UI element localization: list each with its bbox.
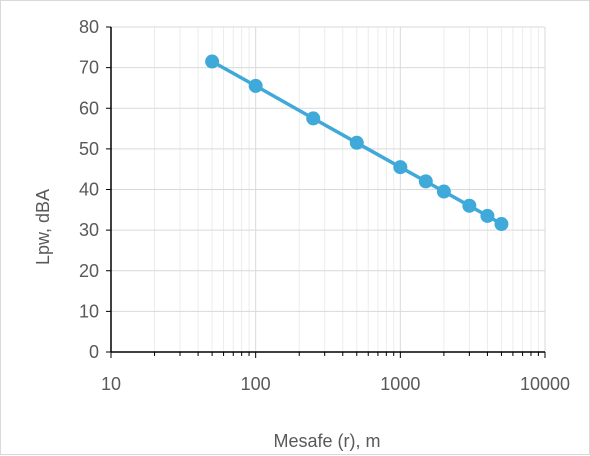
- y-axis-title: Lpw, dBA: [33, 189, 53, 265]
- data-point: [205, 54, 220, 69]
- data-point: [494, 217, 509, 232]
- y-tick-label: 20: [79, 261, 99, 281]
- data-point: [349, 135, 364, 150]
- x-axis-title: Mesafe (r), m: [273, 431, 380, 451]
- x-tick-label: 100: [241, 374, 271, 394]
- y-tick-label: 10: [79, 301, 99, 321]
- axes: [106, 26, 546, 358]
- series-line: [211, 59, 503, 226]
- data-point: [306, 111, 321, 126]
- grid-lines: [110, 26, 546, 353]
- data-point: [248, 78, 263, 93]
- x-tick-label: 10: [101, 374, 121, 394]
- series-layer: [205, 54, 509, 232]
- x-tick-labels: 10 100 1000 10000: [101, 374, 570, 394]
- data-point: [480, 208, 495, 223]
- y-tick-label: 0: [89, 342, 99, 362]
- y-tick-label: 60: [79, 98, 99, 118]
- x-tick-label: 10000: [520, 374, 570, 394]
- x-tick-label: 1000: [380, 374, 420, 394]
- y-tick-label: 80: [79, 17, 99, 37]
- y-tick-label: 50: [79, 139, 99, 159]
- data-point: [462, 198, 477, 213]
- y-tick-label: 30: [79, 220, 99, 240]
- y-tick-label: 70: [79, 58, 99, 78]
- data-point: [418, 174, 433, 189]
- y-tick-label: 40: [79, 180, 99, 200]
- y-tick-labels: 0 10 20 30 40 50 60 70 80: [79, 17, 99, 362]
- data-point: [393, 160, 408, 175]
- data-point: [436, 184, 451, 199]
